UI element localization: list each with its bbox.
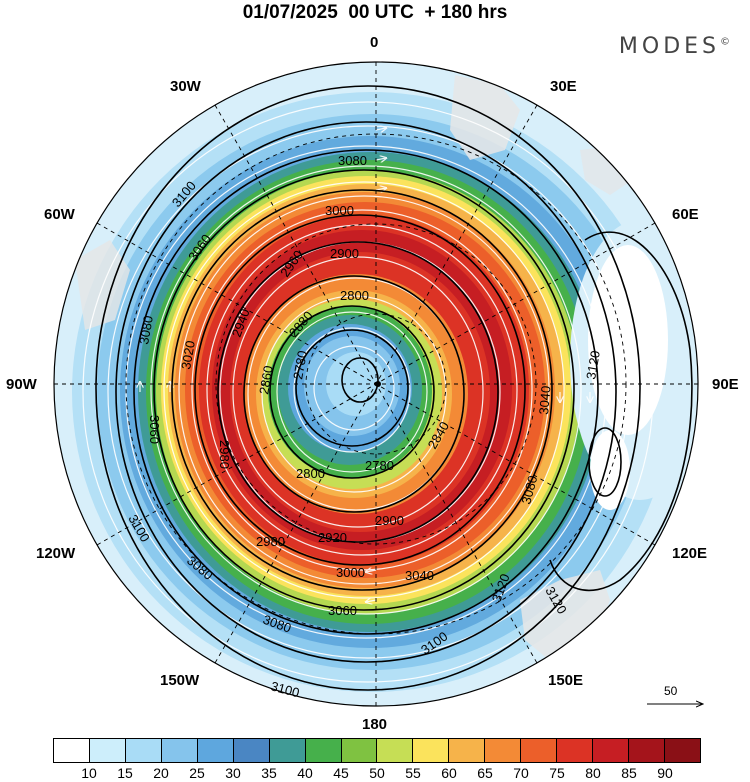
- contour-label-2980-bottom: 2980: [256, 534, 285, 549]
- colorbar-swatch: [377, 739, 414, 762]
- contour-label-2780-left: 2780: [290, 349, 310, 380]
- contour-label-2920: 2920: [318, 530, 347, 545]
- wind-reference-label: 50: [664, 684, 678, 698]
- colorbar-tick-label: 40: [297, 765, 313, 781]
- colorbar-tick-label: 25: [189, 765, 205, 781]
- colorbar-tick-label: 50: [369, 765, 385, 781]
- colorbar-tick-label: 80: [585, 765, 601, 781]
- colorbar-tick-label: 65: [477, 765, 493, 781]
- lon-label-60e: 60E: [672, 206, 699, 223]
- colorbar-swatch: [413, 739, 450, 762]
- colorbar-tick-label: 90: [657, 765, 673, 781]
- contour-label-3060-bottom: 3060: [328, 603, 357, 618]
- colorbar-tick-label: 10: [81, 765, 97, 781]
- colorbar-swatch: [89, 739, 126, 762]
- contour-label-3080-right: 3080: [518, 474, 540, 506]
- colorbar-tick-label: 20: [153, 765, 169, 781]
- colorbar-tick-label: 85: [621, 765, 637, 781]
- contour-label-3060-left-mid: 3060: [147, 415, 162, 444]
- colorbar-tick-label: 30: [225, 765, 241, 781]
- contour-label-3020: 3020: [178, 339, 198, 370]
- colorbar-swatch: [269, 739, 306, 762]
- lon-label-0: 0: [370, 34, 379, 51]
- contour-label-2780-bottom: 2780: [365, 458, 394, 473]
- lon-label-150e: 150E: [548, 672, 584, 689]
- map-title: 01/07/2025 00 UTC + 180 hrs: [242, 2, 508, 23]
- contour-label-2980: 2980: [217, 440, 232, 469]
- brand-logo: MODES©: [619, 34, 730, 59]
- contour-label-3080-top: 3080: [338, 153, 367, 168]
- colorbar-swatch: [54, 739, 90, 762]
- colorbar-tick-label: 70: [513, 765, 529, 781]
- pole-marker: [375, 381, 381, 387]
- contour-label-2800-top: 2800: [340, 288, 369, 303]
- colorbar-swatch: [341, 739, 378, 762]
- height-contours: [95, 85, 693, 691]
- colorbar-swatch: [233, 739, 270, 762]
- colorbar-swatch: [449, 739, 486, 762]
- colorbar-swatch: [664, 739, 700, 762]
- colorbar: [53, 738, 701, 763]
- brand-text: MODES: [618, 34, 720, 59]
- contour-label-3000-bottom: 3000: [336, 565, 365, 580]
- contour-label-2900-bottom: 2900: [375, 513, 404, 528]
- brand-copyright: ©: [720, 36, 730, 48]
- lon-label-120w: 120W: [36, 545, 76, 562]
- polar-map: 3080 3100 3000 3060 2960 2900 2800 2940 …: [53, 61, 750, 735]
- colorbar-swatch: [305, 739, 342, 762]
- colorbar-swatch: [485, 739, 522, 762]
- contour-label-3040-bottom: 3040: [405, 568, 434, 583]
- colorbar-swatch: [125, 739, 162, 762]
- lon-label-180: 180: [362, 716, 388, 733]
- contour-label-3000-top: 3000: [325, 203, 354, 218]
- colorbar-tick-label: 60: [441, 765, 457, 781]
- lon-label-120e: 120E: [672, 545, 708, 562]
- contour-label-3100-bottom-far: 3100: [269, 678, 301, 700]
- lon-label-150w: 150W: [160, 672, 200, 689]
- contour-label-3120-right: 3120: [583, 349, 603, 380]
- lon-label-30w: 30W: [170, 78, 201, 95]
- contour-label-2800-bottom: 2800: [296, 466, 325, 481]
- colorbar-labels: 10 15 20 25 30 35 40 45 50 55 60 65 70 75 80 85 90: [0, 765, 750, 782]
- colorbar-tick-label: 35: [261, 765, 277, 781]
- colorbar-swatch: [161, 739, 198, 762]
- colorbar-swatch: [593, 739, 629, 762]
- colorbar-swatch: [197, 739, 234, 762]
- lon-label-30e: 30E: [550, 78, 577, 95]
- contour-label-3040-right: 3040: [536, 385, 553, 415]
- colorbar-swatch: [521, 739, 558, 762]
- lon-label-60w: 60W: [44, 206, 75, 223]
- colorbar-tick-label: 55: [405, 765, 421, 781]
- colorbar-tick-label: 15: [117, 765, 133, 781]
- colorbar-swatch: [557, 739, 594, 762]
- lon-label-90e: 90E: [712, 376, 739, 393]
- streamlines: [82, 101, 654, 683]
- contour-label-2860: 2860: [256, 364, 276, 395]
- map-boundary: [53, 61, 699, 707]
- colorbar-tick-label: 45: [333, 765, 349, 781]
- contour-label-2900-top: 2900: [330, 246, 359, 261]
- colorbar-swatch: [629, 739, 665, 762]
- contour-label-3080-left: 3080: [136, 314, 156, 345]
- colorbar-tick-label: 75: [549, 765, 565, 781]
- lon-label-90w: 90W: [6, 376, 37, 393]
